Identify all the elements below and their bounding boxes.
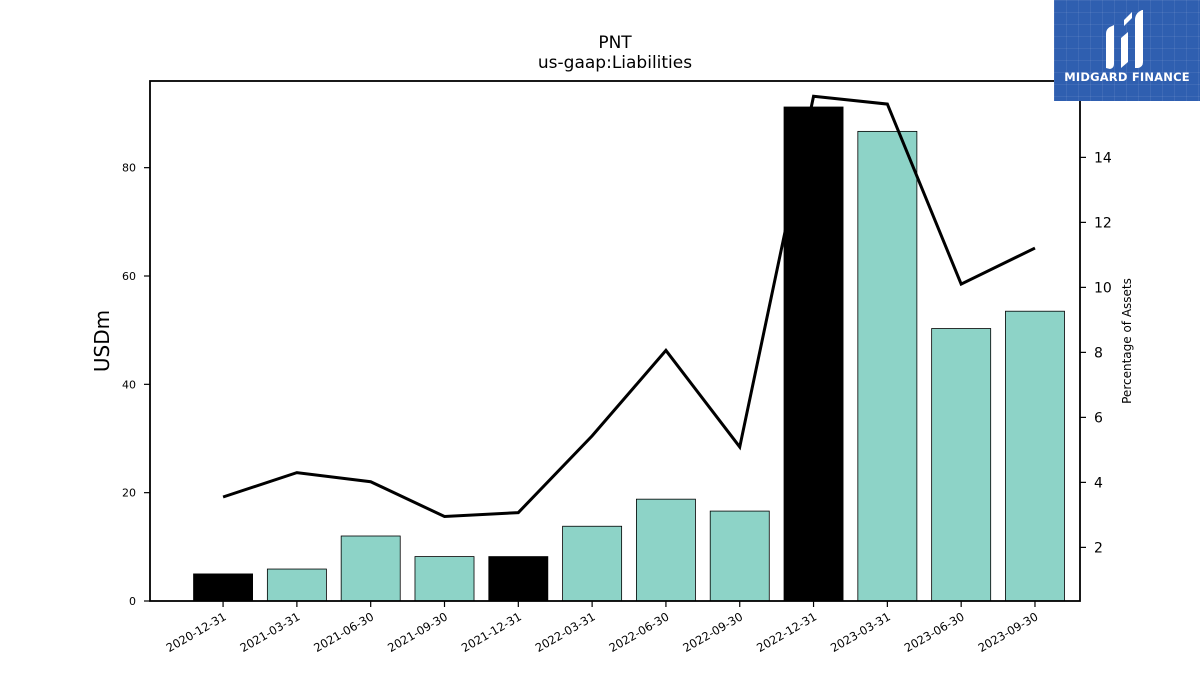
y-tick-label: 60 bbox=[122, 270, 136, 283]
bar-2023-06-30 bbox=[931, 328, 992, 602]
x-tick-label: 2021-12-31 bbox=[459, 609, 524, 655]
brand-name: MIDGARD FINANCE bbox=[1064, 70, 1190, 84]
x-tick-label: 2021-09-30 bbox=[385, 609, 450, 655]
bar-2021-12-31 bbox=[488, 556, 549, 602]
y-tick-label: 20 bbox=[122, 487, 136, 500]
x-tick-label: 2021-03-31 bbox=[237, 609, 302, 655]
bar-2023-09-30 bbox=[1005, 310, 1065, 602]
y2-axis-label: Percentage of Assets bbox=[1120, 278, 1134, 404]
x-tick-label: 2023-06-30 bbox=[902, 609, 967, 655]
brand-logo: MIDGARD FINANCE bbox=[1054, 0, 1200, 101]
y2-tick-label: 12 bbox=[1094, 215, 1112, 231]
x-tick-label: 2021-06-30 bbox=[311, 609, 376, 655]
plot-frame bbox=[149, 80, 1081, 602]
logo-mark-icon bbox=[1106, 10, 1143, 69]
x-tick-label: 2022-12-31 bbox=[754, 609, 819, 655]
bar-2021-03-31 bbox=[266, 568, 327, 602]
bar-2023-03-31 bbox=[857, 130, 918, 602]
x-tick-label: 2022-09-30 bbox=[680, 609, 745, 655]
bar-2022-06-30 bbox=[636, 498, 696, 602]
y-tick-label: 0 bbox=[129, 595, 136, 608]
x-tick-label: 2022-03-31 bbox=[533, 609, 598, 655]
y-tick-label: 80 bbox=[122, 162, 136, 175]
x-tick-label: 2023-03-31 bbox=[828, 609, 893, 655]
bar-2022-03-31 bbox=[562, 525, 623, 602]
y2-tick-label: 6 bbox=[1094, 410, 1103, 426]
y-tick-label: 40 bbox=[122, 378, 136, 391]
y-axis-label: USDm bbox=[90, 310, 114, 372]
bar-2020-12-31 bbox=[193, 573, 253, 602]
bar-2021-09-30 bbox=[414, 556, 475, 602]
x-tick-label: 2023-09-30 bbox=[976, 609, 1041, 655]
bar-2021-06-30 bbox=[340, 535, 401, 602]
y2-tick-label: 4 bbox=[1094, 475, 1103, 491]
y2-tick-label: 2 bbox=[1094, 540, 1103, 556]
chart-subtitle: us-gaap:Liabilities bbox=[538, 53, 692, 73]
y2-tick-label: 14 bbox=[1094, 150, 1112, 166]
series-line-percentage bbox=[222, 94, 1036, 519]
x-tick-label: 2020-12-31 bbox=[164, 609, 229, 655]
x-tick-label: 2022-06-30 bbox=[607, 609, 672, 655]
y2-tick-label: 10 bbox=[1094, 280, 1112, 296]
y2-tick-label: 8 bbox=[1094, 345, 1103, 361]
chart-title: PNT bbox=[598, 33, 632, 53]
bar-2022-09-30 bbox=[709, 510, 770, 602]
bar-2022-12-31 bbox=[783, 106, 844, 602]
